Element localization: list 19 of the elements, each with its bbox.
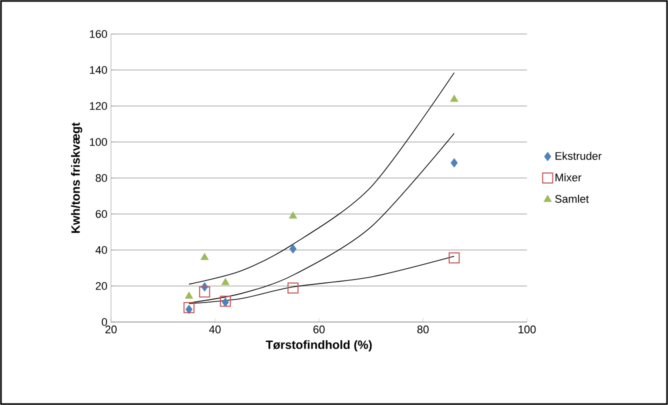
y-tick-label: 160 [90, 30, 108, 38]
y-tick-label: 140 [90, 66, 108, 74]
y-tick-label: 20 [96, 282, 108, 290]
x-tick-label: 60 [313, 326, 325, 334]
y-tick-label: 80 [96, 174, 108, 182]
x-tick-label: 20 [105, 326, 117, 334]
x-tick-label: 100 [518, 326, 536, 334]
legend-label: Mixer [556, 173, 582, 182]
y-tick-label: 40 [95, 246, 108, 254]
legend-label: Ekstruder [556, 152, 602, 160]
x-tick-label: 40 [209, 326, 221, 334]
y-tick-label: 60 [96, 210, 108, 218]
y-tick-label: 0 [102, 318, 108, 326]
x-tick-label: 80 [417, 326, 429, 334]
y-tick-label: 120 [90, 102, 108, 110]
legend-label: Samlet [555, 194, 589, 203]
y-axis-title: Kwh/tons friskvægt [71, 122, 82, 233]
y-tick-label: 100 [90, 138, 108, 146]
x-axis-title: Tørstofindhold (%) [266, 340, 372, 352]
